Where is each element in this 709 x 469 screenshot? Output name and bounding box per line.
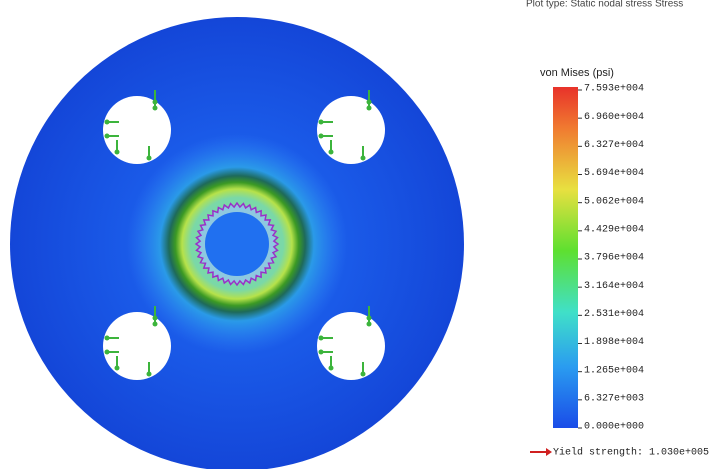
fixture-dot — [319, 134, 324, 139]
legend-label: 4.429e+004 — [584, 224, 644, 235]
fixture-dot — [153, 322, 158, 327]
bolt-hole — [103, 96, 171, 164]
legend-label: 7.593e+004 — [584, 84, 644, 95]
page: Plot type: Static nodal stress Stress vo… — [0, 0, 709, 469]
fixture-dot — [147, 156, 152, 161]
fixture-dot — [115, 150, 120, 155]
fixture-dot — [147, 372, 152, 377]
bolt-hole — [317, 96, 385, 164]
fixture-dot — [319, 120, 324, 125]
legend-label: 5.062e+004 — [584, 196, 644, 207]
plot-type: Plot type: Static nodal stress Stress — [526, 0, 683, 10]
legend-label: 6.960e+004 — [584, 112, 644, 123]
legend-label: 3.164e+004 — [584, 281, 644, 292]
yield-strength: Yield strength: 1.030e+005 — [553, 447, 709, 459]
legend-label: 2.531e+004 — [584, 309, 644, 320]
color-bar — [553, 87, 578, 428]
bolt-hole — [103, 312, 171, 380]
fixture-dot — [153, 106, 158, 111]
bore — [205, 212, 269, 276]
legend-label: 6.327e+004 — [584, 140, 644, 151]
fixture-dot — [319, 350, 324, 355]
fixture-dot — [319, 336, 324, 341]
legend-title: von Mises (psi) — [540, 67, 614, 79]
legend-label: 3.796e+004 — [584, 253, 644, 264]
fixture-dot — [361, 156, 366, 161]
legend-label: 1.898e+004 — [584, 337, 644, 348]
fixture-dot — [105, 336, 110, 341]
fixture-dot — [367, 322, 372, 327]
fixture-dot — [105, 134, 110, 139]
bolt-hole — [317, 312, 385, 380]
fixture-dot — [329, 150, 334, 155]
legend-label: 6.327e+003 — [584, 393, 644, 404]
fixture-dot — [105, 350, 110, 355]
fixture-dot — [329, 366, 334, 371]
legend-label: 5.694e+004 — [584, 168, 644, 179]
stress-plot-view: Plot type: Static nodal stress Stress vo… — [0, 0, 709, 469]
fixture-dot — [367, 106, 372, 111]
legend-label: 0.000e+000 — [584, 422, 644, 433]
legend-label: 1.265e+004 — [584, 365, 644, 376]
fixture-dot — [361, 372, 366, 377]
fixture-dot — [115, 366, 120, 371]
fixture-dot — [105, 120, 110, 125]
yield-arrowhead — [546, 448, 552, 456]
